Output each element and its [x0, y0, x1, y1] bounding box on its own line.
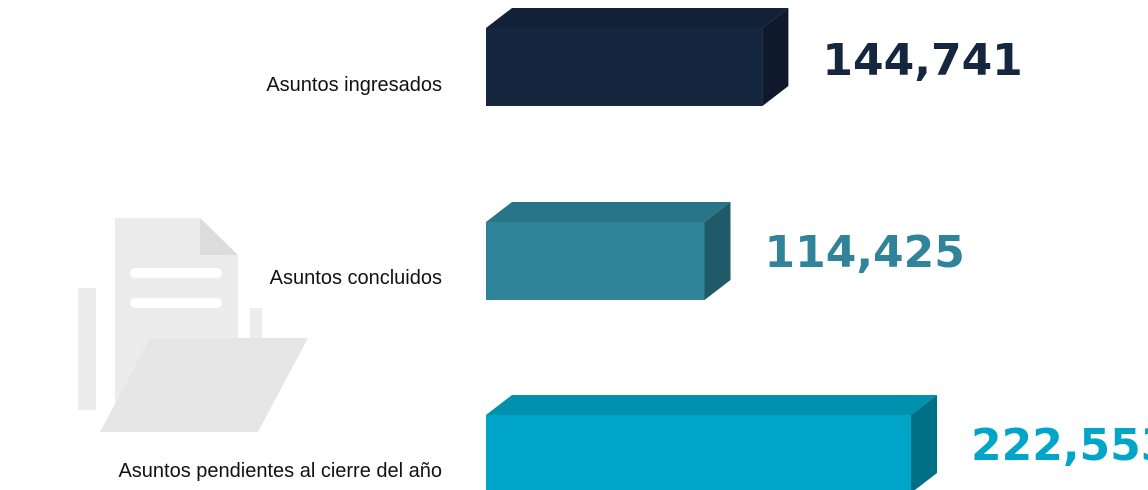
bar-side-face [762, 8, 789, 106]
bar-front-face [486, 415, 911, 490]
bar-3 [486, 395, 937, 490]
category-label: Asuntos concluidos [270, 267, 442, 289]
category-label: Asuntos pendientes al cierre del año [118, 460, 442, 482]
bar-front-face [486, 222, 705, 300]
value-label: 114,425 [765, 227, 965, 278]
bar-top-face [486, 395, 937, 415]
value-label: 222,553 [971, 420, 1148, 471]
bar-1 [486, 8, 789, 106]
bar-front-face [486, 28, 763, 106]
bar-side-face [704, 202, 731, 300]
value-label: 144,741 [822, 35, 1022, 86]
bar-top-face [486, 202, 731, 222]
bar-2 [486, 202, 731, 300]
document-folder-icon [78, 218, 308, 432]
bar-top-face [486, 8, 789, 28]
bar-side-face [911, 395, 937, 490]
category-label: Asuntos ingresados [266, 74, 442, 96]
